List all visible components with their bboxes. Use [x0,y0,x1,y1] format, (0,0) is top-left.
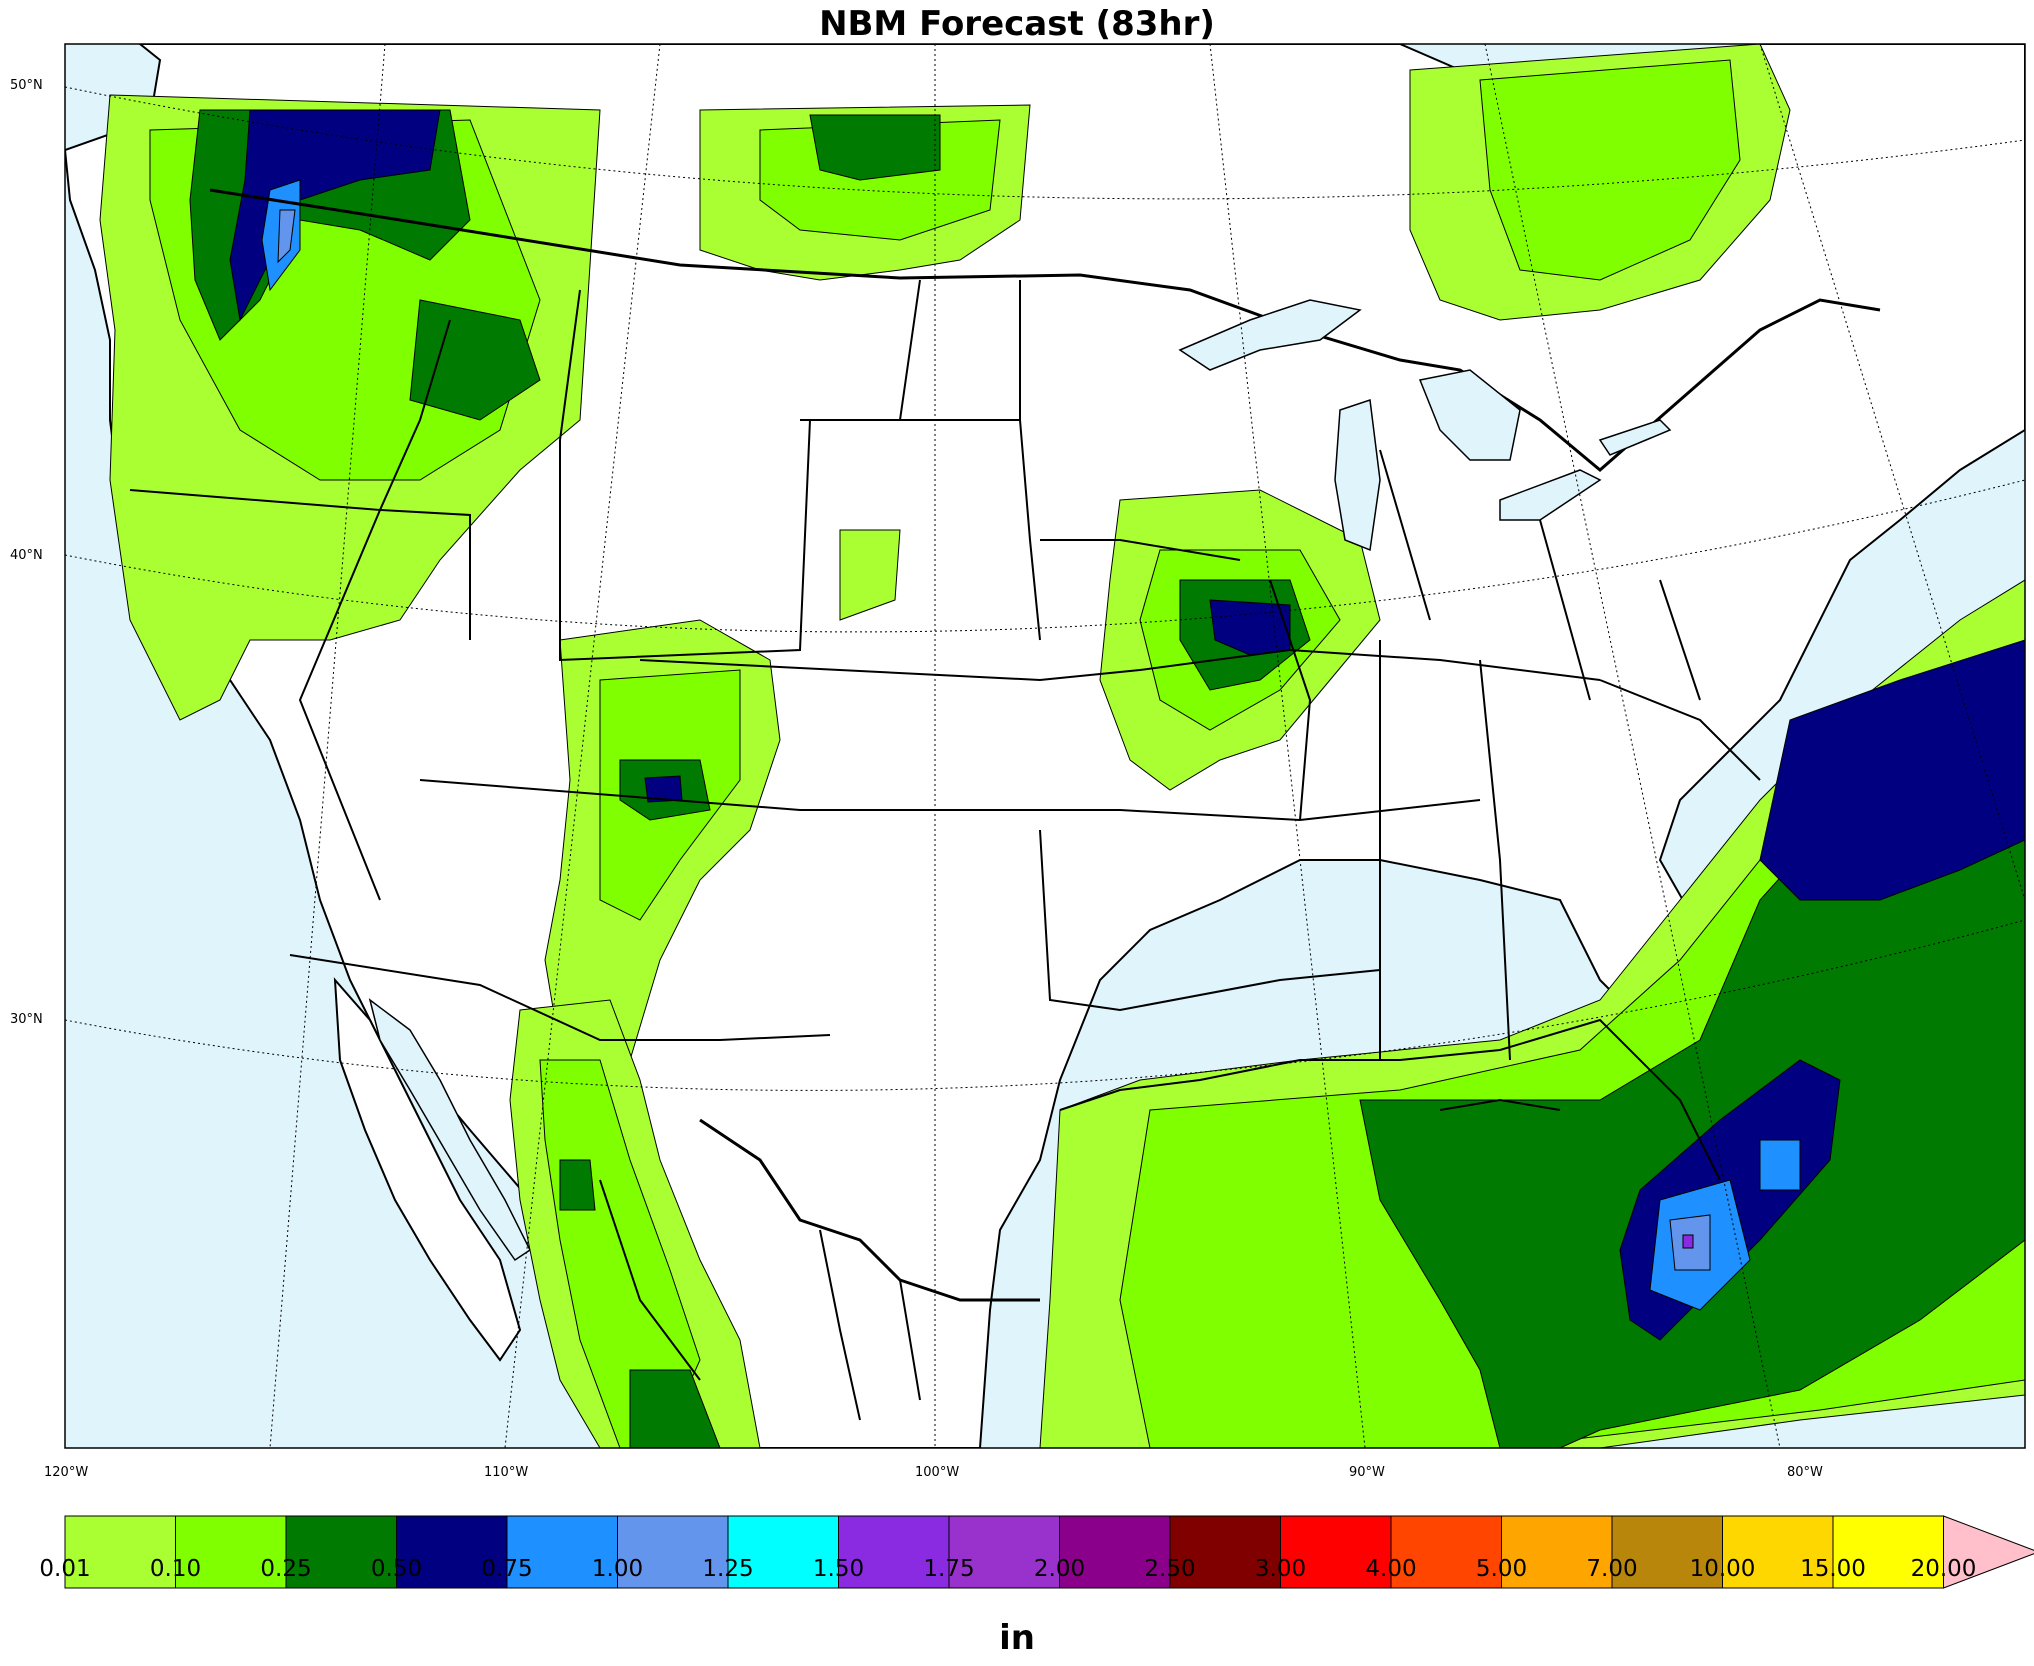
colorbar-tick-label: 2.50 [1144,1556,1196,1582]
colorbar-tick-label: 5.00 [1475,1556,1528,1582]
colorbar-tick-label: 1.00 [591,1556,644,1582]
colorbar-segment [285,1515,397,1589]
map-frame [64,43,2026,1449]
baja-peninsula [333,977,522,1362]
colorbar-tick-label: 2.00 [1033,1556,1086,1582]
colorbar-segment [396,1515,508,1589]
lat-label-50: 50°N [10,78,43,93]
colorbar-segment [1501,1515,1613,1589]
colorbar-tick-label: 0.50 [370,1556,423,1582]
colorbar-tick-label: 0.10 [149,1556,202,1582]
precip-midwest [1099,489,1381,791]
colorbar-segment [1059,1515,1171,1589]
colorbar-tick-label: 0.25 [260,1556,312,1582]
colorbar-segment [1832,1515,1944,1589]
graticule [65,44,2025,1448]
colorbar-tick-label: 0.01 [39,1556,91,1582]
colorbar-tick-label: 15.00 [1800,1556,1866,1582]
gulf-of-california [368,998,531,1262]
map-title: NBM Forecast (83hr) [819,4,1215,44]
colorbar-tick-label: 1.25 [702,1556,754,1582]
colorbar-segment [838,1515,950,1589]
lat-label-40: 40°N [10,548,43,563]
colorbar-segment [1169,1515,1281,1589]
colorbar-extend-arrow [1943,1515,2034,1589]
colorbar-unit-label: in [999,1618,1035,1658]
precip-canada-plains [699,104,1031,281]
lon-label-80w: 80°W [1787,1465,1823,1480]
precip-mexico [509,999,761,1448]
gulf-of-mexico-coast [1059,1018,1721,1181]
colorbar-tick-label: 1.75 [923,1556,975,1582]
colorbar-tick-label: 10.00 [1689,1556,1756,1582]
colorbar-segment [617,1515,729,1589]
colorbar-tick-label: 7.00 [1586,1556,1638,1582]
precip-southeast [1039,579,2025,1448]
lon-label-120w: 120°W [44,1465,89,1480]
colorbar-tick-label: 1.50 [812,1556,865,1582]
political-borders [129,188,1881,1421]
lon-label-110w: 110°W [484,1465,529,1480]
precip-northwest [99,94,601,721]
colorbar-tick-label: 0.75 [481,1556,533,1582]
colorbar-tick-label: 20.00 [1910,1556,1977,1582]
lon-label-100w: 100°W [915,1465,960,1480]
lat-label-30: 30°N [10,1012,43,1027]
great-lakes [1178,299,1672,552]
colorbar-segment [1722,1515,1834,1589]
colorbar-segment [1390,1515,1502,1589]
lon-label-90w: 90°W [1349,1465,1385,1480]
colorbar-tick-label: 3.00 [1254,1556,1307,1582]
colorbar-segment [948,1515,1060,1589]
colorbar-segment [64,1515,176,1589]
colorbar-segment [175,1515,287,1589]
colorbar-segment [727,1515,839,1589]
colorbar-segment [1280,1515,1392,1589]
precip-quebec [1409,44,1791,321]
colorbar-segments [64,1515,2034,1589]
colorbar-tick-label: 4.00 [1365,1556,1417,1582]
